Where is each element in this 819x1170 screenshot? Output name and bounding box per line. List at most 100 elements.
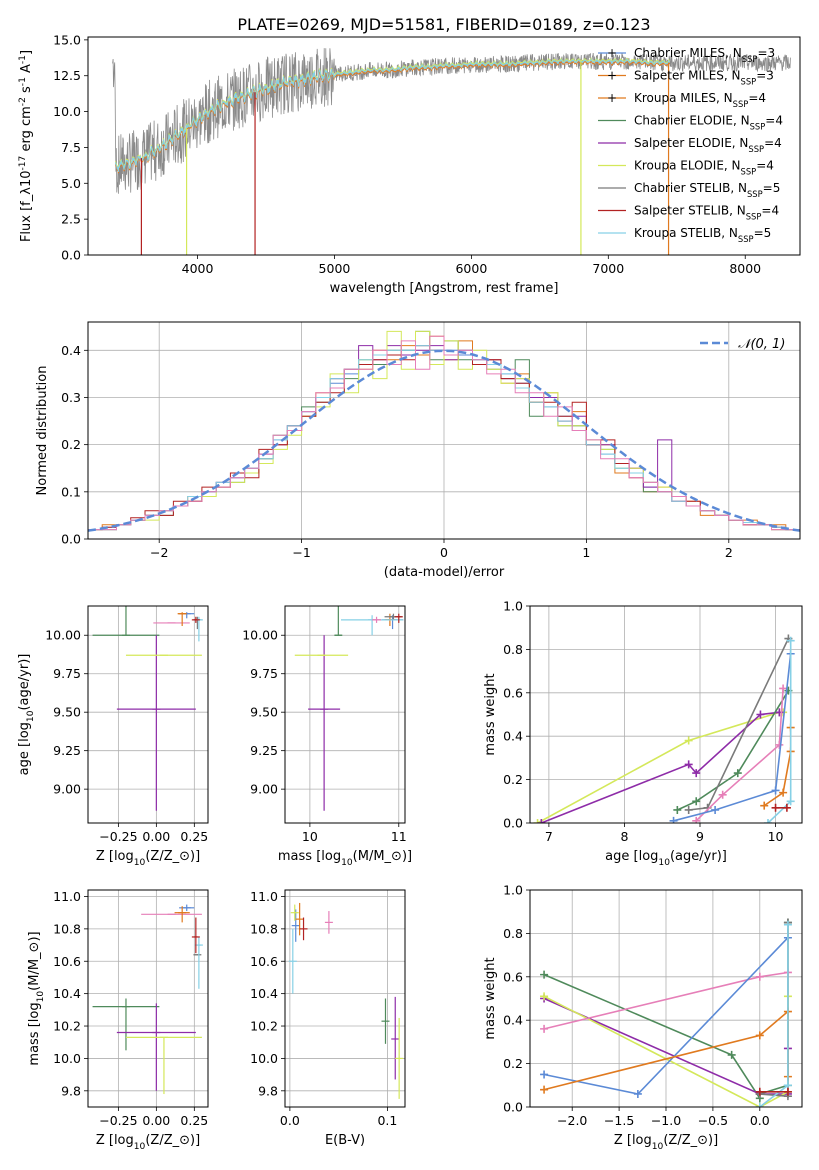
tick-label-x: 9: [696, 829, 704, 844]
tick-label-y: 0.4: [61, 343, 81, 358]
tick-label-x: 8000: [729, 261, 761, 276]
tick-label-y: 0.0: [503, 816, 523, 831]
tick-label-y: 9.50: [53, 705, 81, 720]
tick-label-x: 0.00: [142, 1113, 170, 1128]
tick-label-x: 2: [725, 545, 733, 560]
weight-marker: [692, 816, 701, 823]
weight-marker: [537, 819, 546, 823]
weight-marker: [669, 816, 678, 823]
tick-label-y: 12.5: [53, 68, 81, 83]
weight-marker: [540, 1085, 549, 1094]
tick-label-y: 10.4: [53, 986, 81, 1001]
weight-line: [537, 711, 784, 823]
tick-label-x: −1: [292, 545, 310, 560]
tick-label-x: 5000: [319, 261, 351, 276]
tick-label-x: 10: [768, 829, 784, 844]
tick-label-y: 9.50: [250, 705, 278, 720]
tick-label-y: 9.75: [250, 666, 278, 681]
weight-marker: [764, 819, 772, 823]
plot-area: [533, 634, 795, 823]
tick-label-y: 9.00: [250, 782, 278, 797]
legend-label: 𝒩(0, 1): [738, 337, 785, 352]
legend-label: Salpeter MILES, NSSP=3: [634, 69, 774, 87]
tick-label-y: 10.0: [250, 1051, 278, 1066]
tick-label-y: 0.0: [503, 1100, 523, 1115]
tick-label-y: 0.2: [503, 1056, 523, 1071]
tick-label-x: −1.5: [604, 1113, 634, 1128]
tick-label-y: 0.1: [61, 484, 81, 499]
weight-marker: [533, 819, 542, 823]
plot-area: [88, 330, 800, 532]
axes-frame: [529, 889, 803, 1108]
tick-label-y: 7.5: [61, 140, 81, 155]
y-axis-label: Flux [f_λ10-17 erg cm-2 s-1 A-1]: [18, 50, 34, 242]
tick-label-x: −1.0: [651, 1113, 681, 1128]
tick-label-y: 1.0: [503, 599, 523, 614]
y-axis-label: mass weight: [483, 673, 498, 755]
gaussian-curve: [88, 349, 800, 532]
tick-label-x: 7: [545, 829, 553, 844]
tick-label-y: 0.0: [61, 532, 81, 547]
tick-label-x: 0.1: [377, 1113, 397, 1128]
x-axis-label: (data-model)/error: [384, 565, 505, 580]
tick-label-y: 10.00: [242, 628, 278, 643]
axes-frame: [284, 605, 406, 824]
tick-label-y: 10.0: [53, 1051, 81, 1066]
legend-label: Salpeter ELODIE, NSSP=4: [634, 136, 782, 154]
x-axis-label: Z [log10(Z/Z_⊙)]: [614, 1133, 718, 1152]
tick-label-y: 10.0: [53, 104, 81, 119]
spectrum-model-kroupa-stelib: [115, 57, 671, 172]
tick-label-y: 0.6: [503, 969, 523, 984]
tick-label-y: 0.2: [61, 437, 81, 452]
tick-label-x: −0.5: [698, 1113, 728, 1128]
weight-marker: [779, 684, 788, 693]
weight-marker: [733, 769, 742, 778]
plot-area: [288, 902, 404, 1099]
legend-marker: +: [607, 46, 617, 60]
weight-marker: [771, 786, 780, 795]
tick-label-y: 0.2: [503, 772, 523, 787]
weight-line: [541, 711, 780, 823]
tick-label-y: 10.2: [250, 1019, 278, 1034]
legend-label: Salpeter STELIB, NSSP=4: [634, 204, 779, 222]
tick-label-x: 0.25: [180, 829, 208, 844]
panel-mass_vs_EBV: 0.0 0.1 9.8 10.0 10.2 10.4 10.6 10.8 11.0 E(B-V): [250, 889, 406, 1148]
legend-label: Kroupa STELIB, NSSP=5: [634, 226, 771, 244]
plot-area: [92, 606, 203, 811]
weight-marker: [718, 790, 727, 799]
tick-label-y: 1.0: [503, 883, 523, 898]
axes-root: 4000 5000 6000 7000 80000.02.55.07.510.012.5…: [17, 32, 803, 1152]
panel-age_vs_mass: 10 11 9.00 9.25 9.50 9.75 10.00 mass [log10(M/M…: [242, 605, 412, 868]
weight-marker: [755, 1031, 764, 1040]
spectrum-model-salpeter-miles: [115, 59, 671, 174]
axes-frame: [87, 889, 209, 1108]
tick-label-x: 0.25: [180, 1113, 208, 1128]
tick-label-x: 6000: [455, 261, 487, 276]
tick-label-y: 0.0: [61, 248, 81, 263]
tick-label-y: 0.3: [61, 390, 81, 405]
tick-label-x: 4000: [182, 261, 214, 276]
tick-label-y: 0.4: [503, 1013, 523, 1028]
weight-marker: [633, 1089, 642, 1098]
plot-area: [294, 606, 404, 811]
weight-line: [695, 688, 784, 822]
tick-label-x: 1: [582, 545, 590, 560]
weight-marker: [760, 801, 769, 810]
weight-marker: [755, 1103, 764, 1107]
tick-label-y: 9.8: [61, 1083, 81, 1098]
y-axis-label: Normed distribution: [35, 366, 50, 496]
x-axis-label: age [log10(age/yr)]: [605, 849, 727, 868]
tick-label-y: 11.0: [53, 889, 81, 904]
x-axis-label: Z [log10(Z/Z_⊙)]: [96, 1133, 200, 1152]
panel-massweight_vs_Z: −2.0 −1.5 −1.0 −0.5 0.0 0.0 0.2 0.4 0.6 0.8 1.0 Z […: [483, 883, 803, 1152]
plot-area: [112, 48, 791, 255]
tick-label-y: 15.0: [53, 32, 81, 47]
panel-age_vs_Z: −0.25 0.00 0.25 9.00 9.25 9.50 9.75 10.00 Z [log…: [17, 605, 209, 868]
tick-label-y: 0.6: [503, 685, 523, 700]
tick-label-y: 9.25: [53, 743, 81, 758]
weight-line: [673, 653, 792, 822]
legend-label: Chabrier MILES, NSSP=3: [634, 46, 775, 64]
weight-marker: [771, 803, 780, 812]
tick-label-y: 0.8: [503, 926, 523, 941]
